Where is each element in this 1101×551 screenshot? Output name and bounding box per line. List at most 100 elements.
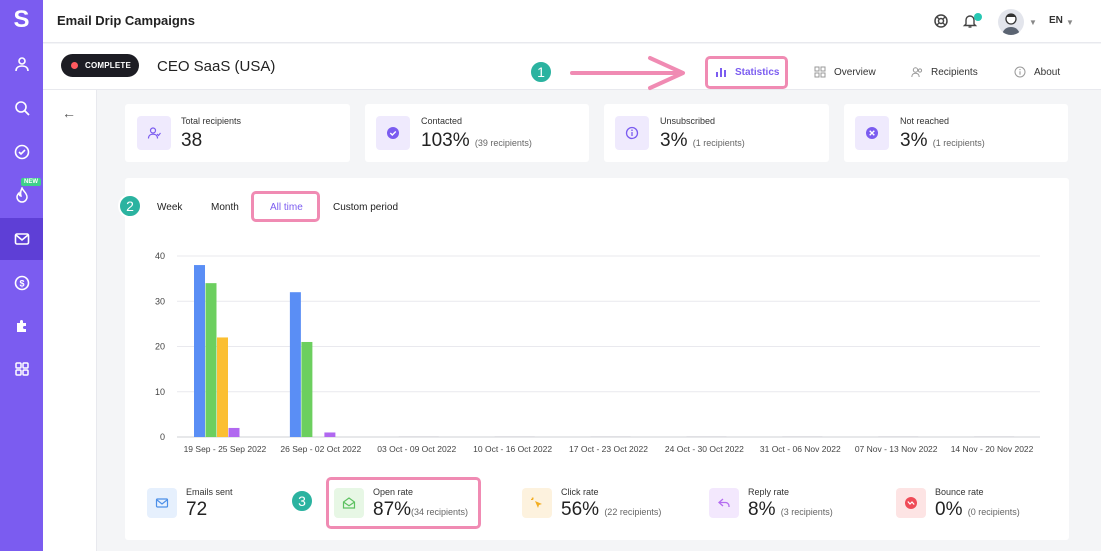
- card-label: Total recipients: [181, 116, 242, 126]
- tab-about[interactable]: About: [1014, 66, 1060, 78]
- bell-icon[interactable]: [962, 13, 978, 29]
- metric-sub: (0 recipients): [967, 507, 1020, 517]
- sidebar-item-billing[interactable]: $: [0, 262, 43, 304]
- y-tick-label: 20: [155, 342, 165, 352]
- chart-baseline-stub: [974, 436, 1015, 437]
- cursor-click-icon: [522, 488, 552, 518]
- summary-card-total-recipients: Total recipients 38: [125, 104, 350, 162]
- card-sub: (1 recipients): [932, 138, 985, 148]
- period-custom[interactable]: Custom period: [333, 202, 399, 213]
- svg-text:$: $: [19, 279, 24, 289]
- period-month[interactable]: Month: [211, 202, 239, 213]
- card-label: Unsubscribed: [660, 116, 716, 126]
- status-badge: COMPLETE: [61, 54, 139, 77]
- search-icon: [14, 101, 30, 116]
- tab-recipients[interactable]: Recipients: [911, 66, 978, 78]
- period-all-time[interactable]: All time: [270, 202, 303, 213]
- chart-bar: [217, 337, 228, 437]
- sidebar-item-email-campaigns[interactable]: [0, 218, 43, 260]
- notification-dot: [974, 13, 982, 21]
- period-week[interactable]: Week: [157, 202, 183, 213]
- reply-icon: [709, 488, 739, 518]
- x-tick-label: 26 Sep - 02 Oct 2022: [280, 444, 361, 454]
- chart-baseline-stub: [686, 436, 727, 437]
- info-icon: [1014, 66, 1026, 78]
- metric-value: 56% (22 recipients): [561, 499, 661, 521]
- status-label: COMPLETE: [85, 61, 132, 70]
- x-tick-label: 31 Oct - 06 Nov 2022: [760, 444, 841, 454]
- chart-bar: [228, 427, 240, 437]
- chevron-down-icon[interactable]: ▼: [1066, 18, 1074, 27]
- mail-open-icon: [334, 488, 364, 518]
- chart-baseline-stub: [494, 436, 535, 437]
- support-icon[interactable]: [933, 13, 949, 29]
- chart-baseline-stub: [782, 436, 823, 437]
- sidebar-item-apps[interactable]: [0, 348, 43, 390]
- step-marker-1: 1: [529, 60, 553, 84]
- dollar-circle-icon: $: [14, 275, 29, 291]
- metric-value: 0% (0 recipients): [935, 499, 1020, 521]
- bounce-icon: [896, 488, 926, 518]
- status-dot: [71, 62, 78, 69]
- x-tick-label: 10 Oct - 16 Oct 2022: [473, 444, 552, 454]
- puzzle-icon: [16, 320, 26, 332]
- metric-label: Open rate: [373, 487, 414, 497]
- sidebar-item-verify[interactable]: [0, 131, 43, 173]
- metric-sub: (3 recipients): [780, 507, 833, 517]
- grid-icon: [814, 66, 826, 78]
- metric-value-number: 87%: [373, 499, 412, 520]
- tab-label: Overview: [834, 66, 876, 78]
- metric-value: 72: [186, 499, 208, 520]
- statistics-panel: [125, 178, 1069, 540]
- open-rate-highlight: [326, 477, 481, 529]
- statistics-chart: 0 10 20 30 40 19 Sep - 25 Sep 2022 26 Sep - 02…: [155, 251, 1040, 454]
- tab-label: Statistics: [735, 66, 780, 78]
- user-icon: [14, 57, 29, 72]
- tab-label: About: [1034, 66, 1061, 78]
- summary-card-unsubscribed: Unsubscribed 3% (1 recipients): [604, 104, 829, 162]
- new-badge: NEW: [21, 178, 41, 186]
- chart-bar: [301, 341, 313, 437]
- sidebar-item-contacts[interactable]: [0, 43, 43, 85]
- flame-icon: [15, 187, 28, 203]
- avatar[interactable]: [998, 9, 1024, 35]
- chevron-down-icon[interactable]: ▼: [1029, 18, 1037, 27]
- tab-overview[interactable]: Overview: [814, 66, 876, 78]
- sidebar-item-integrations[interactable]: [0, 305, 43, 347]
- statistics-highlight: [705, 56, 788, 89]
- chart-baseline-stub: [398, 436, 439, 437]
- sidebar-item-search[interactable]: [0, 87, 43, 129]
- app-logo[interactable]: S: [13, 6, 30, 33]
- annotation-arrow: [570, 56, 685, 90]
- back-arrow-icon[interactable]: ←: [62, 105, 76, 121]
- tab-statistics[interactable]: Statistics: [715, 66, 779, 78]
- chart-baseline-stub: [878, 436, 919, 437]
- tab-label: Recipients: [931, 66, 978, 78]
- x-tick-label: 24 Oct - 30 Oct 2022: [665, 444, 744, 454]
- app-title: Email Drip Campaigns: [57, 13, 195, 28]
- card-value-number: 3%: [660, 130, 688, 151]
- summary-card-contacted: Contacted 103% (39 recipients): [365, 104, 589, 162]
- all-time-highlight: [251, 191, 320, 222]
- sidebar-item-warmup[interactable]: [0, 174, 43, 216]
- metric-label: Reply rate: [748, 487, 790, 497]
- metric-sub: (22 recipients): [604, 507, 662, 517]
- chart-baseline-stub: [590, 436, 631, 437]
- campaign-header: COMPLETE CEO SaaS (USA) Statistics Overv…: [43, 44, 1101, 90]
- campaign-name: CEO SaaS (USA): [157, 58, 276, 75]
- language-select[interactable]: EN: [1049, 15, 1063, 26]
- top-bar: Email Drip Campaigns ▼ EN ▼: [43, 0, 1101, 43]
- users-icon: [137, 116, 171, 150]
- left-rail: ←: [43, 90, 97, 551]
- metric-value-number: 8%: [748, 499, 776, 520]
- chart-bar: [289, 292, 301, 437]
- x-tick-label: 03 Oct - 09 Oct 2022: [377, 444, 456, 454]
- x-circle-icon: [855, 116, 889, 150]
- sidebar: S NEW $: [0, 0, 43, 551]
- metric-value-number: 56%: [561, 499, 600, 520]
- metric-sub: (34 recipients): [411, 507, 469, 517]
- chart-bar: [324, 432, 336, 437]
- metric-label: Bounce rate: [935, 487, 984, 497]
- step-marker-3: 3: [290, 489, 314, 513]
- mail-icon: [147, 488, 177, 518]
